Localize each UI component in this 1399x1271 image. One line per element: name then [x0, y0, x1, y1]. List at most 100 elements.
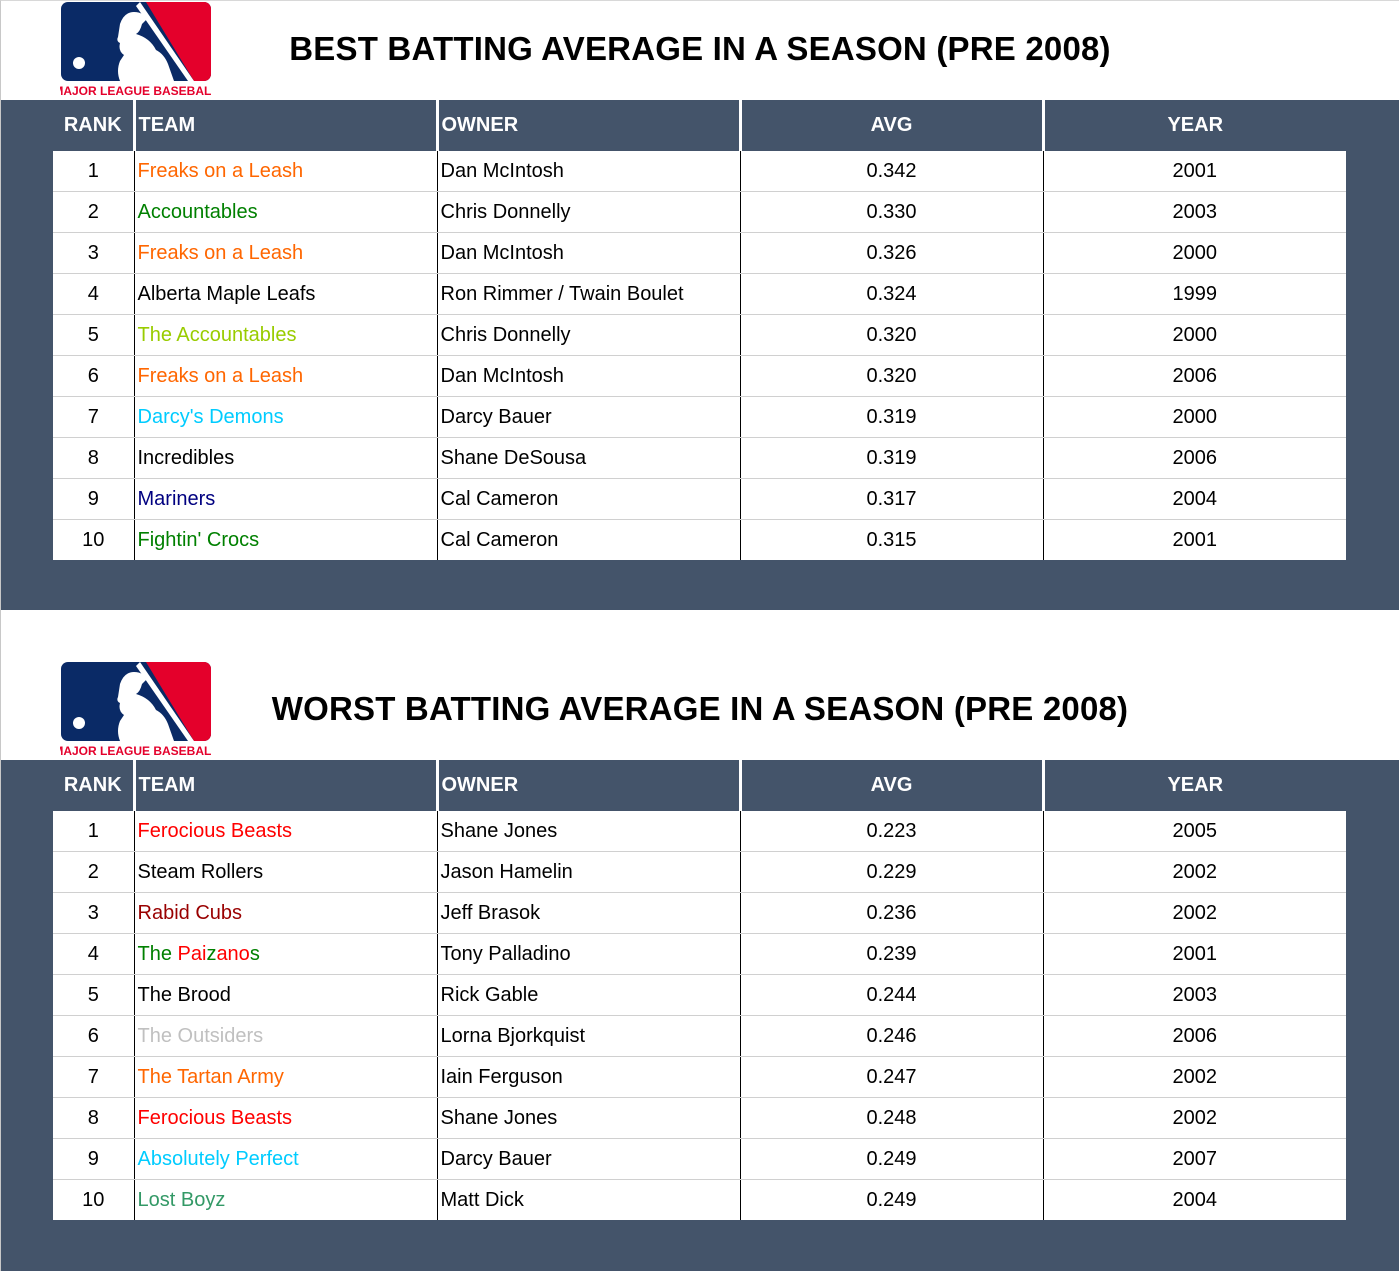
team-name-segment: Fightin' Crocs [137, 528, 260, 551]
owner-cell: Dan McIntosh [436, 232, 740, 274]
team-name-segment: Absolutely Perfect [137, 1147, 299, 1170]
avg-cell: 0.342 [739, 151, 1043, 192]
avg-cell: 0.247 [739, 1056, 1043, 1098]
team-cell: Incredibles [133, 437, 437, 479]
table-row: 2 Steam Rollers Jason Hamelin 0.229 2002 [53, 851, 1346, 893]
rank-cell: 6 [53, 1015, 134, 1057]
rank-cell: 4 [53, 273, 134, 315]
rank-cell: 10 [53, 519, 134, 560]
year-cell: 2004 [1042, 478, 1346, 520]
rank-cell: 1 [53, 811, 134, 852]
column-header-year: YEAR [1041, 100, 1346, 151]
best-table: RANK TEAM OWNER AVG YEAR 1 Freaks on a Le… [53, 100, 1346, 560]
table-row: 7 The Tartan Army Iain Ferguson 0.247 2002 [53, 1056, 1346, 1098]
owner-cell: Tony Palladino [436, 933, 740, 975]
year-cell: 2001 [1042, 151, 1346, 192]
avg-cell: 0.239 [739, 933, 1043, 975]
avg-cell: 0.249 [739, 1138, 1043, 1180]
avg-cell: 0.223 [739, 811, 1043, 852]
team-cell: Rabid Cubs [133, 892, 437, 934]
avg-cell: 0.248 [739, 1097, 1043, 1139]
team-name-segment: Steam Rollers [137, 860, 264, 883]
avg-cell: 0.229 [739, 851, 1043, 893]
team-cell: Absolutely Perfect [133, 1138, 437, 1180]
team-name-segment: The Accountables [137, 323, 297, 346]
table-row: 4 The Paizanos Tony Palladino 0.239 2001 [53, 933, 1346, 975]
avg-cell: 0.315 [739, 519, 1043, 560]
owner-cell: Dan McIntosh [436, 355, 740, 397]
svg-text:MAJOR LEAGUE BASEBALL: MAJOR LEAGUE BASEBALL [60, 744, 212, 757]
owner-cell: Cal Cameron [436, 478, 740, 520]
year-cell: 2004 [1042, 1179, 1346, 1220]
avg-cell: 0.320 [739, 314, 1043, 356]
team-name-segment: Freaks on a Leash [137, 241, 304, 264]
owner-cell: Lorna Bjorkquist [436, 1015, 740, 1057]
team-name-segment: Alberta Maple Leafs [137, 282, 316, 305]
year-cell: 2006 [1042, 355, 1346, 397]
team-cell: Accountables [133, 191, 437, 233]
team-name-segment: The Brood [137, 983, 231, 1006]
owner-cell: Rick Gable [436, 974, 740, 1016]
column-header-owner: OWNER [435, 100, 740, 151]
team-cell: Lost Boyz [133, 1179, 437, 1220]
team-cell: Mariners [133, 478, 437, 520]
rank-cell: 3 [53, 892, 134, 934]
owner-cell: Darcy Bauer [436, 1138, 740, 1180]
avg-cell: 0.320 [739, 355, 1043, 397]
team-cell: The Accountables [133, 314, 437, 356]
team-cell: Ferocious Beasts [133, 1097, 437, 1139]
mlb-logo: MAJOR LEAGUE BASEBALL [60, 662, 212, 757]
team-name-segment: Freaks on a Leash [137, 159, 304, 182]
year-cell: 2003 [1042, 974, 1346, 1016]
year-cell: 2002 [1042, 851, 1346, 893]
table-row: 6 The Outsiders Lorna Bjorkquist 0.246 2006 [53, 1015, 1346, 1057]
rank-cell: 9 [53, 478, 134, 520]
worst-table: RANK TEAM OWNER AVG YEAR 1 Ferocious Beas… [53, 760, 1346, 1220]
avg-cell: 0.246 [739, 1015, 1043, 1057]
rank-cell: 8 [53, 1097, 134, 1139]
team-cell: Darcy's Demons [133, 396, 437, 438]
table-row: 6 Freaks on a Leash Dan McIntosh 0.320 2006 [53, 355, 1346, 397]
table-row: 1 Ferocious Beasts Shane Jones 0.223 2005 [53, 811, 1346, 852]
table-row: 10 Fightin' Crocs Cal Cameron 0.315 2001 [53, 519, 1346, 560]
table-panel: RANK TEAM OWNER AVG YEAR 1 Ferocious Beas… [1, 760, 1399, 1271]
column-header-owner: OWNER [435, 760, 740, 811]
team-cell: Alberta Maple Leafs [133, 273, 437, 315]
year-cell: 2000 [1042, 232, 1346, 274]
owner-cell: Jeff Brasok [436, 892, 740, 934]
owner-cell: Jason Hamelin [436, 851, 740, 893]
team-cell: Fightin' Crocs [133, 519, 437, 560]
rank-cell: 9 [53, 1138, 134, 1180]
team-name-segment: Incredibles [137, 446, 235, 469]
year-cell: 2002 [1042, 892, 1346, 934]
table-row: 2 Accountables Chris Donnelly 0.330 2003 [53, 191, 1346, 233]
owner-cell: Ron Rimmer / Twain Boulet [436, 273, 740, 315]
team-cell: Steam Rollers [133, 851, 437, 893]
team-name-segment: The Tartan Army [137, 1065, 284, 1088]
rank-cell: 6 [53, 355, 134, 397]
team-cell: The Paizanos [133, 933, 437, 975]
team-name-segment: The [137, 942, 178, 965]
team-cell: Freaks on a Leash [133, 232, 437, 274]
rank-cell: 1 [53, 151, 134, 192]
owner-cell: Shane Jones [436, 1097, 740, 1139]
avg-cell: 0.330 [739, 191, 1043, 233]
team-cell: Ferocious Beasts [133, 811, 437, 852]
owner-cell: Shane Jones [436, 811, 740, 852]
table-row: 3 Freaks on a Leash Dan McIntosh 0.326 2000 [53, 232, 1346, 274]
mlb-logo: MAJOR LEAGUE BASEBALL [60, 2, 212, 97]
owner-cell: Chris Donnelly [436, 191, 740, 233]
year-cell: 2007 [1042, 1138, 1346, 1180]
team-name-segment: ano [216, 942, 250, 965]
team-name-segment: The Outsiders [137, 1024, 264, 1047]
table-panel: RANK TEAM OWNER AVG YEAR 1 Freaks on a Le… [1, 100, 1399, 610]
page-title: WORST BATTING AVERAGE IN A SEASON (PRE 2… [271, 690, 1129, 727]
page-title: BEST BATTING AVERAGE IN A SEASON (PRE 20… [289, 30, 1111, 67]
table-row: 7 Darcy's Demons Darcy Bauer 0.319 2000 [53, 396, 1346, 438]
year-cell: 2002 [1042, 1097, 1346, 1139]
team-cell: The Tartan Army [133, 1056, 437, 1098]
rank-cell: 2 [53, 851, 134, 893]
column-header-team: TEAM [132, 760, 437, 811]
team-name-segment: Mariners [137, 487, 216, 510]
column-header-avg: AVG [738, 760, 1043, 811]
